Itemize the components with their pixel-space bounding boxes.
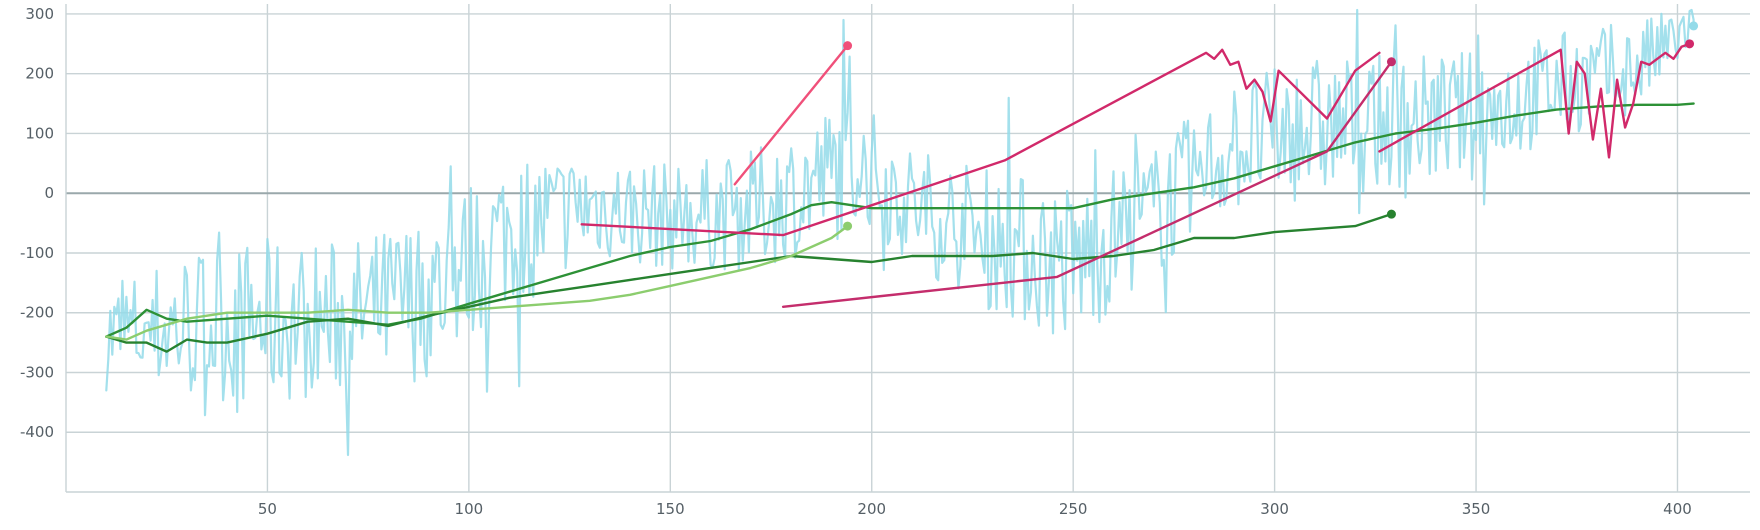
series-line-1 (105, 102, 1695, 338)
series-line-4 (733, 44, 849, 186)
series-line-0 (105, 8, 1695, 457)
series-end-point-0 (1689, 21, 1699, 31)
series-end-point-6 (1386, 57, 1396, 67)
y-tick-label: -200 (20, 304, 54, 322)
y-tick-label: 100 (25, 124, 54, 142)
x-tick-label: 400 (1663, 500, 1692, 518)
x-tick-label: 100 (455, 500, 484, 518)
series-layer (105, 8, 1695, 457)
y-tick-label: -400 (20, 423, 54, 441)
x-tick-label: 350 (1462, 500, 1491, 518)
series-end-point-7 (1685, 39, 1695, 49)
series-end-point-2 (1386, 209, 1396, 219)
series-end-point-3 (843, 221, 853, 231)
x-tick-label: 50 (258, 500, 277, 518)
series-line-3 (105, 224, 849, 341)
series-line-7 (1378, 42, 1691, 159)
series-line-2 (105, 212, 1393, 353)
y-tick-label: -100 (20, 244, 54, 262)
series-line-5 (580, 48, 1381, 237)
y-tick-label: 200 (25, 65, 54, 83)
series-end-point-4 (843, 41, 853, 51)
x-tick-label: 250 (1059, 500, 1088, 518)
y-tick-label: 300 (25, 5, 54, 23)
y-tick-label: 0 (44, 184, 54, 202)
x-tick-label: 200 (857, 500, 886, 518)
y-tick-label: -300 (20, 363, 54, 381)
axes: 50 100 150 200 250 300 350 400 300 200 100 0 -100 -20… (20, 4, 1750, 518)
end-markers (843, 21, 1699, 231)
series-line-6 (781, 60, 1393, 308)
x-tick-label: 150 (656, 500, 685, 518)
grid (66, 4, 1750, 492)
x-tick-label: 300 (1260, 500, 1289, 518)
